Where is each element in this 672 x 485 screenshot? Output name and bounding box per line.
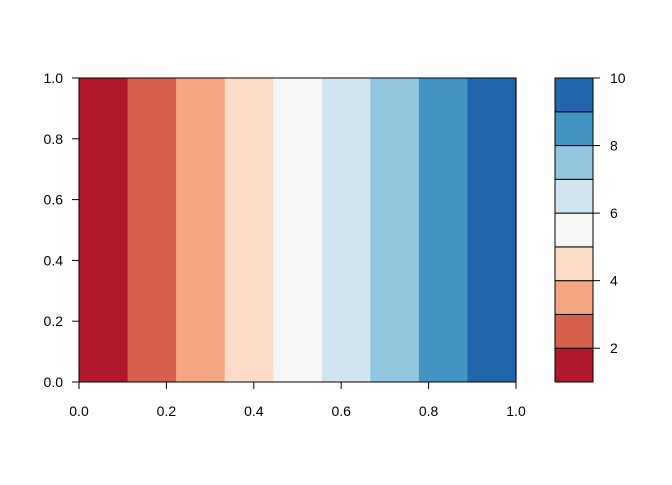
color-key-axis: 2 4 6 8 10	[592, 70, 626, 356]
x-tick-label: 0.8	[419, 403, 439, 419]
contour-band-3	[176, 78, 226, 382]
color-key-level-1	[554, 347, 594, 383]
contour-band-2	[127, 78, 177, 382]
color-key-tick-label: 8	[610, 138, 618, 154]
y-tick-label: 0.8	[44, 131, 64, 147]
color-key	[554, 77, 594, 383]
color-key-level-4	[554, 246, 594, 282]
color-key-level-8	[554, 111, 594, 147]
color-key-level-3	[554, 280, 594, 315]
contour-band-9	[467, 78, 517, 382]
y-tick-label: 0.4	[44, 252, 64, 268]
x-axis: 0.0 0.2 0.4 0.6 0.8 1.0	[69, 381, 526, 419]
color-key-level-2	[554, 313, 594, 349]
color-key-level-5	[554, 212, 594, 248]
y-tick-label: 0.0	[44, 374, 64, 390]
contour-band-6	[321, 78, 371, 382]
contour-band-4	[224, 78, 274, 382]
contour-band-1	[79, 78, 129, 382]
color-key-tick-label: 10	[610, 70, 626, 86]
color-key-level-7	[554, 145, 594, 180]
color-key-level-6	[554, 178, 594, 214]
x-tick-label: 0.4	[244, 403, 264, 419]
y-axis: 0.0 0.2 0.4 0.6 0.8 1.0	[44, 70, 80, 390]
x-tick-label: 0.2	[157, 403, 177, 419]
y-tick-label: 1.0	[44, 70, 64, 86]
contour-band-8	[418, 78, 469, 382]
color-key-tick-label: 2	[610, 340, 618, 356]
contour-band-7	[370, 78, 420, 382]
x-tick-label: 0.6	[331, 403, 351, 419]
contour-bands	[79, 78, 517, 382]
color-key-tick-label: 6	[610, 205, 618, 221]
color-key-tick-label: 4	[610, 273, 618, 289]
color-key-level-9	[554, 77, 594, 113]
x-tick-label: 0.0	[69, 403, 89, 419]
y-tick-label: 0.2	[44, 313, 64, 329]
contour-band-5	[273, 78, 323, 382]
x-tick-label: 1.0	[506, 403, 526, 419]
y-tick-label: 0.6	[44, 192, 64, 208]
